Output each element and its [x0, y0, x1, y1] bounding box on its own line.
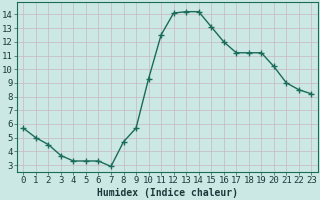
X-axis label: Humidex (Indice chaleur): Humidex (Indice chaleur)	[97, 188, 238, 198]
